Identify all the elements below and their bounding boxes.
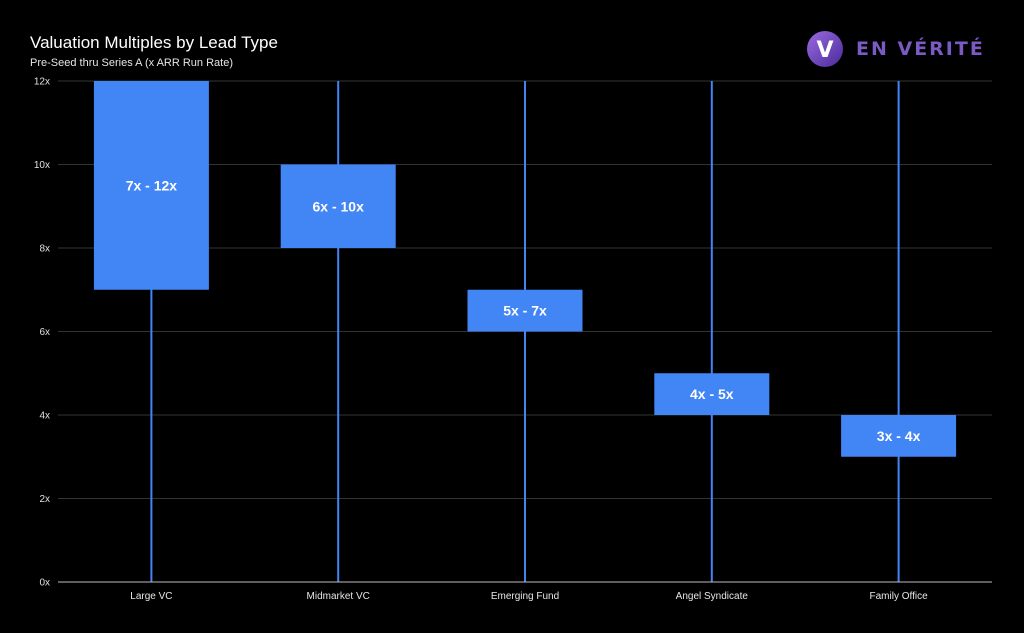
y-tick-label: 10x [34,160,50,171]
logo-mark-icon: V [807,31,843,67]
x-category-label: Family Office [870,591,929,602]
range-bar [93,81,209,290]
x-category-label: Emerging Fund [491,591,559,602]
bar-data-label: 3x - 4x [877,428,921,444]
chart-subtitle: Pre-Seed thru Series A (x ARR Run Rate) [30,57,233,69]
x-category-label: Angel Syndicate [676,591,749,602]
bar-data-label: 4x - 5x [690,386,734,402]
range-bar [654,373,770,415]
logo-mark-letter: V [816,38,833,63]
bar-data-label: 6x - 10x [313,198,365,214]
bar-data-label: 7x - 12x [126,177,178,193]
range-bar [467,289,583,332]
y-tick-label: 2x [39,494,50,505]
chart-title: Valuation Multiples by Lead Type [30,33,278,52]
brand-logo: V EN VÉRITÉ [806,30,985,68]
x-category-label: Midmarket VC [307,591,370,602]
logo-text: EN VÉRITÉ [856,38,985,60]
y-tick-label: 4x [39,411,50,422]
y-tick-label: 12x [34,77,50,88]
x-category-label: Large VC [130,591,172,602]
range-bar [841,415,957,457]
bar-data-label: 5x - 7x [503,303,547,319]
y-tick-label: 8x [39,244,50,255]
range-bar [280,164,396,248]
y-tick-label: 0x [39,578,50,589]
y-tick-label: 6x [39,327,50,338]
